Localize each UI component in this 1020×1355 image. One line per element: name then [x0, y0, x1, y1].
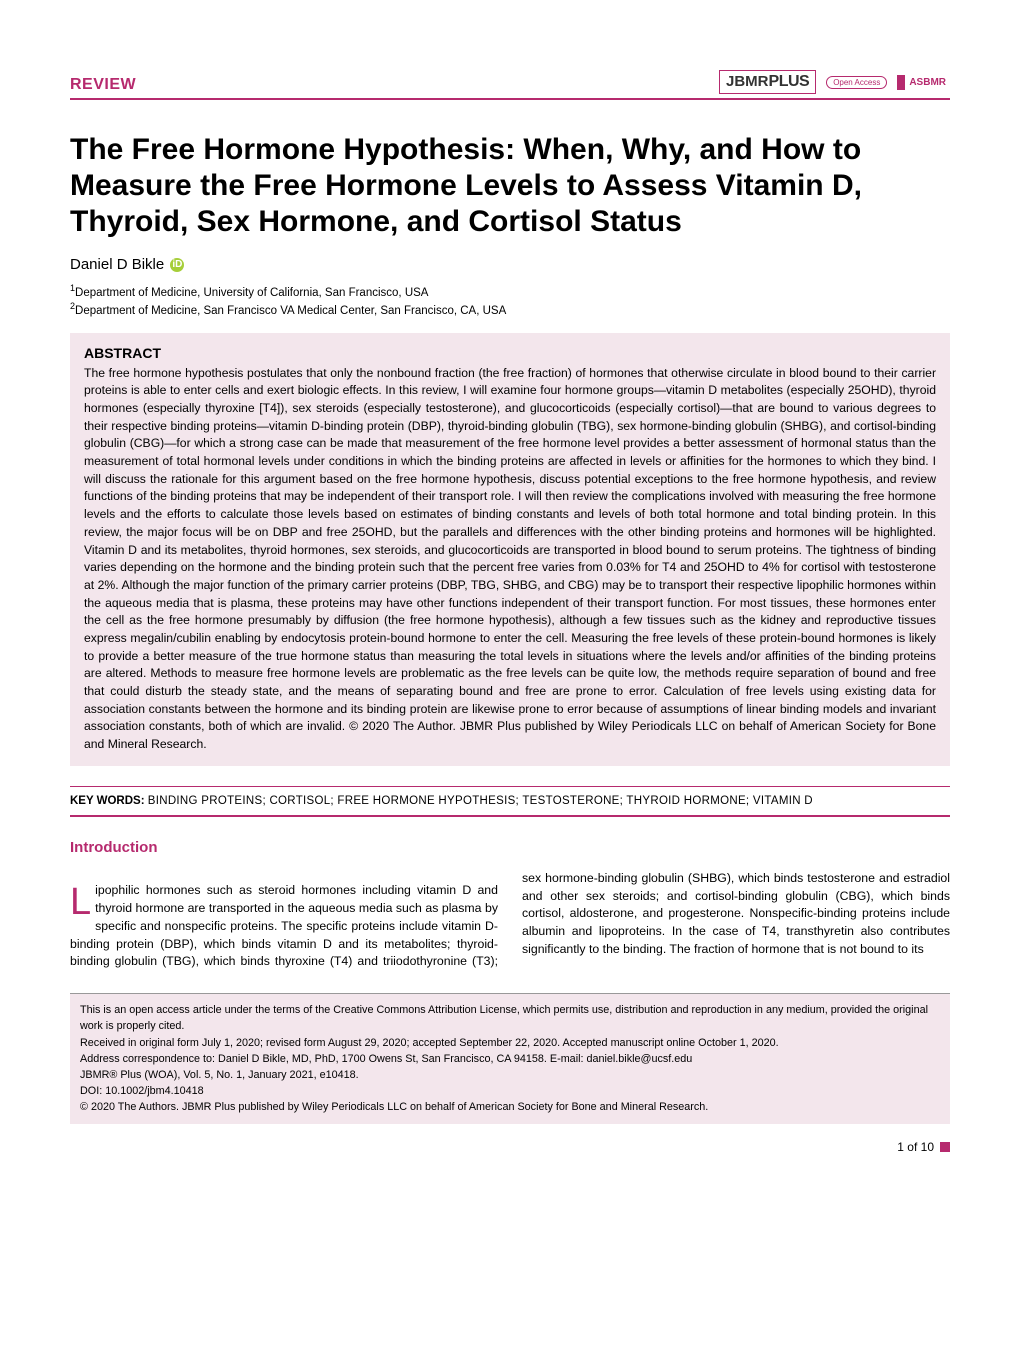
- body-columns: Lipophilic hormones such as steroid horm…: [70, 870, 950, 971]
- keywords-row: KEY WORDS: BINDING PROTEINS; CORTISOL; F…: [70, 786, 950, 817]
- abstract-heading: ABSTRACT: [84, 345, 936, 361]
- header-bar: REVIEW JBMRPLUS Open Access ASBMR: [70, 70, 950, 100]
- journal-logos: JBMRPLUS Open Access ASBMR: [719, 70, 950, 94]
- keywords-label: KEY WORDS:: [70, 795, 145, 807]
- copyright: © 2020 The Authors. JBMR Plus published …: [80, 1099, 940, 1115]
- abstract-text: The free hormone hypothesis postulates t…: [84, 365, 936, 754]
- article-type-label: REVIEW: [70, 76, 136, 94]
- affiliation-1: 1Department of Medicine, University of C…: [70, 283, 950, 299]
- article-title: The Free Hormone Hypothesis: When, Why, …: [70, 132, 950, 240]
- author-name: Daniel D Bikle: [70, 256, 164, 273]
- keywords-list: BINDING PROTEINS; CORTISOL; FREE HORMONE…: [148, 795, 813, 807]
- asbmr-logo: ASBMR: [897, 75, 950, 90]
- doi: DOI: 10.1002/jbm4.10418: [80, 1083, 940, 1099]
- orcid-icon: iD: [170, 258, 184, 272]
- open-access-badge: Open Access: [826, 76, 887, 89]
- page-number: 1 of 10: [70, 1140, 950, 1154]
- page-marker-icon: [940, 1142, 950, 1152]
- footer-box: This is an open access article under the…: [70, 993, 950, 1123]
- jbmr-plus-logo: JBMRPLUS: [719, 70, 816, 94]
- dropcap: L: [70, 882, 95, 918]
- correspondence: Address correspondence to: Daniel D Bikl…: [80, 1051, 940, 1067]
- license-text: This is an open access article under the…: [80, 1002, 940, 1034]
- introduction-heading: Introduction: [70, 839, 950, 856]
- intro-paragraph-1: Lipophilic hormones such as steroid horm…: [70, 870, 950, 971]
- author-line: Daniel D Bikle iD: [70, 256, 950, 273]
- journal-citation: JBMR® Plus (WOA), Vol. 5, No. 1, January…: [80, 1067, 940, 1083]
- abstract-box: ABSTRACT The free hormone hypothesis pos…: [70, 333, 950, 766]
- affiliation-2: 2Department of Medicine, San Francisco V…: [70, 301, 950, 317]
- received-dates: Received in original form July 1, 2020; …: [80, 1035, 940, 1051]
